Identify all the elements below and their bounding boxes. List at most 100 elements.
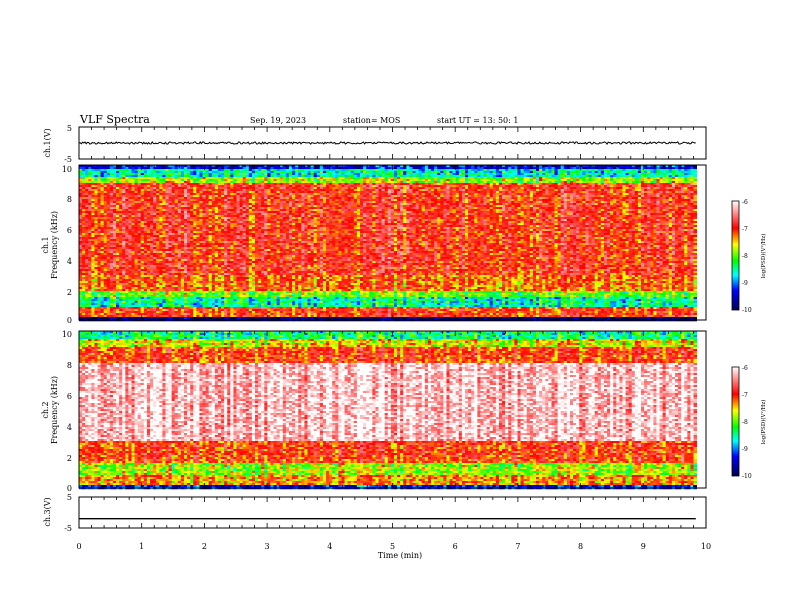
spec1-cell	[79, 219, 82, 221]
spec1-cell	[101, 223, 104, 225]
spec1-cell	[122, 281, 125, 283]
spec1-cell	[94, 311, 97, 313]
spec1-cell	[113, 287, 116, 289]
spec1-cell	[125, 247, 128, 249]
spec1-cell	[107, 227, 110, 229]
spec1-cell	[132, 247, 135, 249]
spec1-cell	[116, 205, 119, 207]
spec1-cell	[128, 187, 131, 189]
spec1-cell	[113, 265, 116, 267]
spec1-cell	[79, 263, 82, 265]
spec1-cell	[79, 307, 82, 309]
spec1-cell	[122, 193, 125, 195]
spec1-cell	[125, 315, 128, 317]
spec1-cell	[85, 253, 88, 255]
spec1-cell	[119, 307, 122, 309]
spec1-cell	[101, 281, 104, 283]
spec1-cell	[82, 215, 85, 217]
spec1-cell	[113, 239, 116, 241]
spec1-cell	[128, 171, 131, 173]
spec1-cell	[79, 203, 82, 205]
spec1-cell	[104, 269, 107, 271]
spec1-cell	[128, 257, 131, 259]
spec1-cell	[122, 213, 125, 215]
spec1-cell	[91, 301, 94, 303]
spec1-cell	[104, 195, 107, 197]
spec1-cell	[88, 183, 91, 185]
spec1-cell	[98, 309, 101, 311]
spec1-cell	[101, 275, 104, 277]
spec1-cell	[101, 245, 104, 247]
spec1-cell	[85, 219, 88, 221]
spec1-cell	[91, 255, 94, 257]
spec1-cell	[85, 301, 88, 303]
spec1-cell	[85, 177, 88, 179]
spec1-cell	[110, 279, 113, 281]
spec1-cell	[98, 277, 101, 279]
spec1-cell	[101, 243, 104, 245]
spec1-cell	[119, 277, 122, 279]
spec1-cell	[91, 217, 94, 219]
spec1-cell	[113, 241, 116, 243]
spec1-cell	[101, 189, 104, 191]
spec1-cell	[132, 203, 135, 205]
spec1-cell	[107, 229, 110, 231]
spec1-cell	[91, 309, 94, 311]
spec1-cell	[125, 185, 128, 187]
spec1-cell	[116, 275, 119, 277]
spec1-cell	[122, 223, 125, 225]
spec1-cell	[107, 315, 110, 317]
spec1-cell	[122, 197, 125, 199]
spec1-cell	[110, 195, 113, 197]
spec1-cell	[101, 191, 104, 193]
spec1-cell	[104, 261, 107, 263]
figure-title: VLF Spectra	[79, 113, 150, 126]
spec1-cell	[79, 277, 82, 279]
spec1-cell	[101, 231, 104, 233]
spec1-cell	[119, 251, 122, 253]
spec1-cell	[110, 175, 113, 177]
spec1-cell	[88, 207, 91, 209]
spec1-cell	[85, 249, 88, 251]
spec1-cell	[122, 261, 125, 263]
spec1-cell	[116, 189, 119, 191]
spec1-cell	[132, 213, 135, 215]
spec1-cell	[132, 205, 135, 207]
spec1-cell	[88, 243, 91, 245]
spec1-cell	[122, 207, 125, 209]
spec1-cell	[79, 173, 82, 175]
spec1-cell	[122, 241, 125, 243]
spec1-cell	[122, 305, 125, 307]
spec1-cell	[101, 241, 104, 243]
spec1-cell	[82, 241, 85, 243]
spec1-cell	[128, 213, 131, 215]
spec1-cell	[119, 173, 122, 175]
spec1-cell	[98, 259, 101, 261]
spec1-cell	[110, 245, 113, 247]
spec1-cell	[113, 261, 116, 263]
spec1-cell	[79, 311, 82, 313]
spec1-cell	[79, 299, 82, 301]
spec1-cell	[107, 233, 110, 235]
spec1-cell	[94, 293, 97, 295]
spec1-cell	[122, 265, 125, 267]
spec1-cell	[119, 257, 122, 259]
spec1-cell	[128, 201, 131, 203]
spec1-cell	[88, 311, 91, 313]
spec1-cell	[101, 297, 104, 299]
spec1-cell	[107, 237, 110, 239]
spec1-cell	[85, 217, 88, 219]
spec1-cell	[113, 315, 116, 317]
spec1-cell	[82, 289, 85, 291]
spec1-cell	[91, 247, 94, 249]
spec1-cell	[110, 269, 113, 271]
spec1-cell	[104, 271, 107, 273]
spec1-cell	[98, 257, 101, 259]
spec1-cell	[104, 189, 107, 191]
spec1-cell	[107, 219, 110, 221]
spec1-cell	[107, 301, 110, 303]
spec1-cell	[101, 273, 104, 275]
spec1-cell	[107, 177, 110, 179]
spec1-cell	[82, 189, 85, 191]
spec1-cell	[104, 295, 107, 297]
